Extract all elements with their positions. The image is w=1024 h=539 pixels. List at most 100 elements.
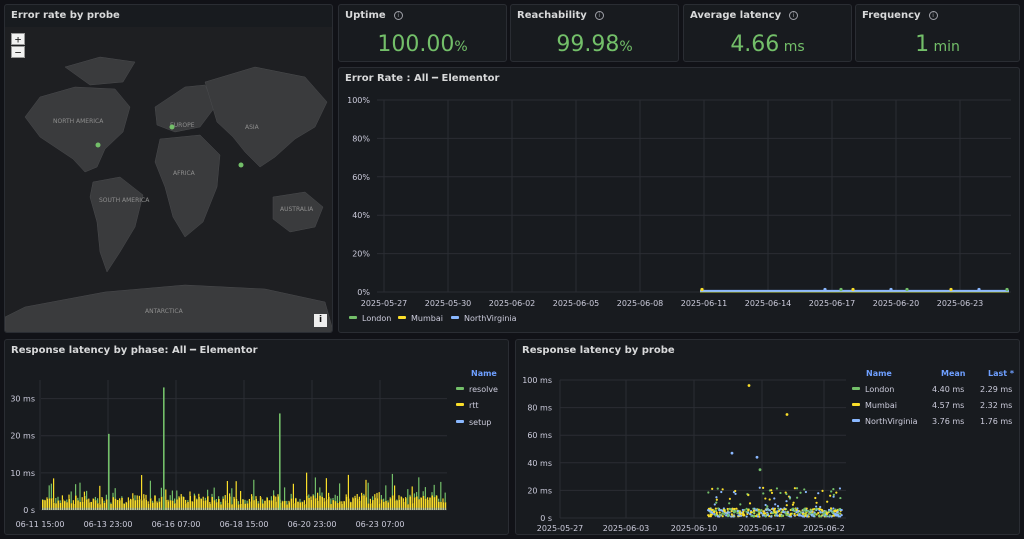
- bar-setup: [92, 507, 95, 510]
- scatter-point-london: [822, 513, 825, 516]
- bar-rtt: [116, 499, 119, 510]
- scatter-point-london: [817, 514, 820, 517]
- bar-resolve: [374, 494, 376, 498]
- bar-resolve: [187, 500, 189, 502]
- scatter-point-london: [832, 487, 835, 491]
- x-tick-label: 2025-06-10: [671, 524, 718, 533]
- bar-setup: [312, 507, 315, 510]
- bar-rtt: [180, 496, 183, 510]
- bar-rtt: [409, 496, 411, 510]
- legend-header-name[interactable]: Name: [866, 369, 892, 378]
- legend-header-mean[interactable]: Mean: [941, 369, 966, 378]
- bar-resolve: [158, 498, 160, 502]
- bar-setup: [61, 507, 64, 510]
- y-tick-label: 20%: [352, 250, 370, 259]
- bar-resolve: [240, 490, 242, 504]
- bar-setup: [209, 507, 211, 510]
- bar-setup: [402, 507, 405, 510]
- scatter-point-northvirginia: [773, 497, 776, 500]
- bar-resolve: [266, 496, 268, 498]
- bar-resolve: [312, 494, 314, 496]
- scatter-point-london: [795, 487, 799, 490]
- bar-resolve: [222, 496, 224, 499]
- scatter-point-london: [784, 512, 787, 515]
- bar-resolve: [321, 492, 323, 497]
- scatter-point-mumbai: [773, 507, 777, 510]
- legend-item-northvirginia[interactable]: NorthVirginia: [451, 314, 517, 323]
- zoom-out-button[interactable]: −: [11, 46, 25, 58]
- scatter-point-northvirginia: [814, 505, 818, 508]
- scatter-point-northvirginia: [797, 514, 800, 517]
- bar-rtt: [202, 500, 205, 510]
- scatter-point-london: [808, 512, 811, 515]
- bar-rtt: [328, 496, 330, 510]
- scatter-point-london: [757, 510, 760, 513]
- bar-resolve: [402, 498, 404, 502]
- bar-resolve: [42, 499, 44, 500]
- bar-rtt: [55, 503, 57, 510]
- bar-setup: [422, 507, 425, 510]
- legend-item-rtt[interactable]: rtt: [456, 401, 479, 410]
- info-icon[interactable]: i: [393, 11, 403, 20]
- bar-rtt: [317, 500, 319, 510]
- bar-setup: [347, 507, 350, 510]
- info-icon[interactable]: i: [928, 11, 938, 20]
- probe-marker-mumbai[interactable]: [238, 162, 244, 168]
- bar-setup: [134, 507, 136, 510]
- bar-rtt: [332, 500, 334, 510]
- bar-resolve: [209, 502, 211, 504]
- scatter-point-northvirginia: [760, 511, 763, 514]
- legend-item-resolve[interactable]: resolve: [456, 385, 498, 394]
- info-icon[interactable]: i: [789, 11, 799, 20]
- legend-item-london[interactable]: London: [349, 314, 391, 323]
- bar-rtt: [396, 500, 398, 510]
- latency-probe-scatter[interactable]: 0 s 20 ms 40 ms 60 ms 80 ms 100 ms 2025-05-27 2…: [516, 340, 851, 535]
- bar-setup: [253, 507, 255, 510]
- bar-resolve: [112, 492, 114, 498]
- bar-rtt: [174, 503, 176, 510]
- scatter-point-london: [714, 509, 718, 513]
- world-map[interactable]: NORTH AMERICA EUROPE ASIA AFRICA SOUTH A…: [5, 27, 333, 333]
- legend-header-name[interactable]: Name: [471, 369, 497, 378]
- legend-item-setup[interactable]: setup: [456, 418, 491, 427]
- bar-resolve: [145, 494, 147, 500]
- legend-header-last[interactable]: Last *: [988, 369, 1015, 378]
- bar-rtt: [387, 502, 389, 510]
- bar-resolve: [68, 494, 70, 499]
- bar-setup: [55, 507, 57, 510]
- bar-setup: [257, 507, 260, 510]
- bar-rtt: [312, 495, 315, 510]
- legend-label: London: [362, 314, 392, 323]
- bar-resolve: [244, 499, 246, 504]
- bar-rtt: [226, 502, 229, 510]
- asia-shape: [204, 66, 328, 168]
- bar-setup: [68, 507, 70, 510]
- bar-setup: [343, 507, 345, 510]
- bar-rtt: [97, 503, 99, 510]
- bar-rtt: [204, 500, 207, 510]
- bar-setup: [123, 507, 125, 510]
- map-attribution-button[interactable]: i: [314, 314, 327, 327]
- stat-title: Uptime: [345, 10, 386, 21]
- probe-marker-northvirginia[interactable]: [95, 142, 101, 148]
- zoom-in-button[interactable]: +: [11, 33, 25, 45]
- bar-setup: [431, 507, 433, 510]
- scatter-point-mumbai: [721, 515, 724, 518]
- bar-rtt: [433, 497, 436, 510]
- error-rate-chart[interactable]: 0% 20% 40% 60% 80% 100% 2025-05-27 2025-05-30 20…: [339, 68, 1020, 333]
- bar-rtt: [141, 500, 143, 510]
- scatter-point-london: [766, 505, 769, 508]
- info-icon[interactable]: i: [594, 11, 604, 20]
- bar-resolve: [204, 497, 206, 501]
- bar-rtt: [178, 497, 180, 510]
- legend-item-mumbai[interactable]: Mumbai: [398, 314, 443, 323]
- bar-resolve: [367, 482, 369, 504]
- bar-resolve: [185, 499, 187, 504]
- bar-resolve: [394, 485, 396, 501]
- probe-marker-london[interactable]: [169, 124, 175, 130]
- y-tick-label: 80%: [352, 134, 370, 143]
- scatter-point-london: [799, 511, 803, 514]
- bar-setup: [323, 507, 326, 510]
- latency-phase-chart[interactable]: 0 s 10 ms 20 ms 30 ms 06-11 15:00 06-13 23:00…: [5, 340, 450, 535]
- bar-setup: [284, 507, 286, 510]
